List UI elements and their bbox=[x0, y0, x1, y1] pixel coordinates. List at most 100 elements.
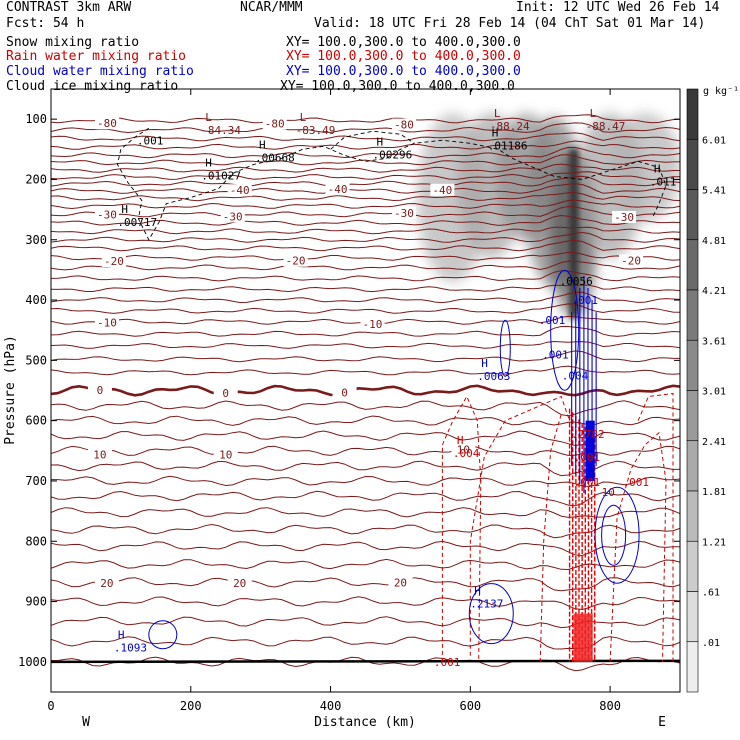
temp-label: -30 bbox=[223, 210, 243, 223]
colorbar-bin bbox=[686, 390, 699, 442]
temp-label-bg bbox=[391, 207, 416, 220]
temp-label: -80 bbox=[265, 118, 285, 131]
temperature-line bbox=[51, 163, 680, 173]
colorbar-label: 1.21 bbox=[702, 537, 726, 548]
header-fcst: Fcst: 54 h bbox=[6, 16, 85, 31]
temperature-line bbox=[51, 490, 680, 507]
temp-label-bg bbox=[332, 386, 357, 399]
y-tick-label: 400 bbox=[25, 293, 47, 307]
temperature-line bbox=[51, 205, 680, 218]
temp-label-bg bbox=[388, 576, 413, 589]
temperature-line bbox=[51, 175, 680, 187]
y-tick-label: 500 bbox=[25, 353, 47, 367]
extremum-symbol: L bbox=[590, 107, 597, 120]
extremum-value: .011 bbox=[650, 175, 677, 188]
extremum-value: .1093 bbox=[114, 642, 147, 655]
field-snow-xy: XY= 100.0,300.0 to 400.0,300.0 bbox=[286, 35, 521, 50]
colorbar-bin bbox=[686, 239, 699, 291]
temp-label: -80 bbox=[394, 119, 414, 132]
colorbar-bin bbox=[686, 189, 699, 241]
temp-label: 20 bbox=[394, 577, 407, 590]
extremum-value: -88.24 bbox=[490, 120, 530, 133]
temperature-line bbox=[51, 577, 680, 592]
temp-label-bg bbox=[87, 383, 112, 396]
x-tick-label: 800 bbox=[599, 699, 621, 713]
freezing-level-line bbox=[51, 384, 680, 397]
temperature-line bbox=[51, 132, 680, 142]
temp-label: -10 bbox=[97, 317, 117, 330]
temperature-line bbox=[51, 540, 680, 557]
cloud-max-block bbox=[585, 420, 595, 481]
contour-value-label: .001 bbox=[623, 476, 650, 489]
colorbar-bin bbox=[686, 289, 699, 341]
temperature-line bbox=[51, 192, 680, 202]
colorbar-bin bbox=[686, 540, 699, 592]
y-tick-label: 900 bbox=[25, 595, 47, 609]
rain-max-block bbox=[573, 613, 593, 662]
colorbar-unit: g kg⁻¹ bbox=[703, 86, 739, 97]
extremum-symbol: L bbox=[300, 111, 307, 124]
cloud-contour-4 bbox=[499, 319, 511, 377]
header-title: CONTRAST 3km ARW bbox=[6, 0, 132, 15]
cloud-contour-2 bbox=[468, 583, 514, 645]
cloud-contour-3 bbox=[148, 620, 178, 650]
contour-labels: -80 -80 -80 -40 -40 -40 -30 -30 -30 -30 -20 -20 -20 -… bbox=[87, 107, 677, 669]
temperature-contours bbox=[51, 114, 680, 672]
temp-label: -30 bbox=[394, 207, 414, 220]
contour-value-label: .001 bbox=[542, 348, 569, 361]
temp-label-bg bbox=[430, 183, 455, 196]
contour-value-label: .001 bbox=[539, 314, 566, 327]
temp-label: -40 bbox=[328, 183, 348, 196]
temp-label-bg bbox=[391, 118, 416, 131]
temperature-line bbox=[51, 523, 680, 539]
y-tick-label: 200 bbox=[25, 172, 47, 186]
temp-label-bg bbox=[101, 255, 126, 268]
temp-label-bg bbox=[213, 448, 238, 461]
temp-label-bg bbox=[94, 117, 119, 130]
extremum-symbol: H bbox=[118, 629, 125, 642]
temp-label-bg bbox=[94, 208, 119, 221]
temperature-line bbox=[51, 251, 680, 261]
field-ice-xy: XY= 100.0,300.0 to 400.0,300.0 bbox=[280, 79, 515, 94]
extremum-value: .004 bbox=[453, 447, 480, 460]
rain-contour-3 bbox=[609, 431, 667, 662]
extremum-value: .01186 bbox=[488, 139, 528, 152]
y-tick-label: 100 bbox=[25, 112, 47, 126]
field-cloud-name: Cloud water mixing ratio bbox=[6, 64, 194, 79]
temp-label: 10 bbox=[457, 444, 470, 457]
temperature-line bbox=[51, 199, 680, 210]
x-tick-label: 200 bbox=[180, 699, 202, 713]
temp-label-bg bbox=[283, 254, 308, 267]
contour-value-label: .001 bbox=[572, 294, 599, 307]
colorbar-bin bbox=[686, 339, 699, 391]
temperature-line bbox=[51, 350, 680, 363]
temp-label-bg bbox=[94, 316, 119, 329]
temperature-line bbox=[51, 140, 680, 150]
colorbar-bin bbox=[686, 138, 699, 190]
plot-frame bbox=[50, 88, 681, 693]
temp-label: 10 bbox=[93, 449, 106, 462]
snow-mixing-ratio-shading bbox=[417, 113, 680, 319]
extremum-symbol: H bbox=[121, 203, 128, 216]
cloud-ice-contours bbox=[116, 127, 667, 241]
colorbar-label: .01 bbox=[702, 638, 720, 649]
temp-label: -30 bbox=[614, 211, 634, 224]
temp-label-bg bbox=[262, 117, 287, 130]
temp-label: 0 bbox=[341, 387, 348, 400]
temp-label-bg bbox=[87, 448, 112, 461]
extremum-value: -84.34 bbox=[201, 124, 241, 137]
ice-contour-outer bbox=[116, 127, 667, 241]
contour-value-label: .0056 bbox=[560, 275, 593, 288]
colorbar-label: 5.41 bbox=[702, 186, 726, 197]
contour-value-label: .001 bbox=[574, 451, 601, 464]
temp-label: 20 bbox=[100, 577, 113, 590]
temp-label: -80 bbox=[97, 117, 117, 130]
temp-label-bg bbox=[220, 210, 245, 223]
temperature-line bbox=[51, 183, 680, 194]
temp-label: -40 bbox=[230, 184, 250, 197]
temperature-line bbox=[51, 154, 680, 166]
extremum-value: .01027 bbox=[201, 169, 241, 182]
temp-label-bg bbox=[94, 577, 119, 590]
temp-label: -20 bbox=[104, 255, 124, 268]
